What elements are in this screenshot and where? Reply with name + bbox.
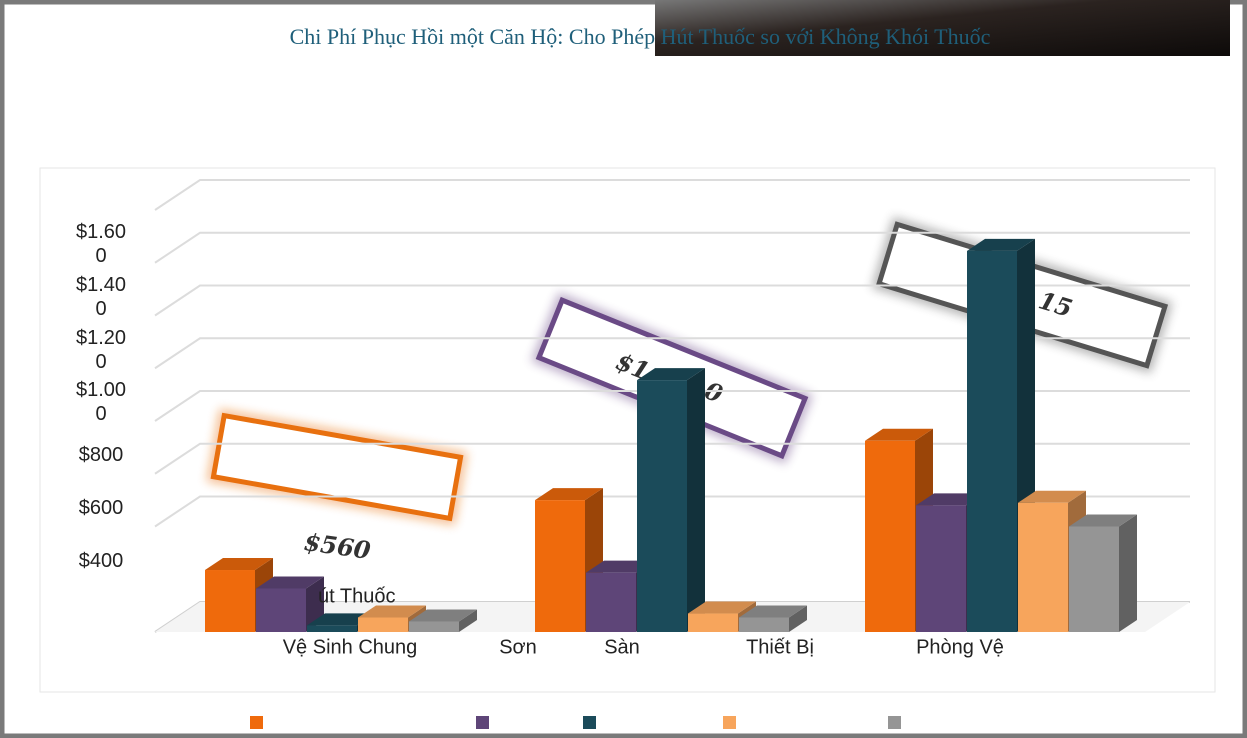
bar <box>409 621 459 632</box>
bar-side <box>687 368 705 632</box>
y-tick-label: $1.600 <box>75 221 127 267</box>
bar-top <box>739 605 807 618</box>
y-tick-label: $1.200 <box>75 326 127 373</box>
legend-swatch <box>250 716 263 729</box>
bar <box>307 625 357 632</box>
grid-line <box>154 390 1190 422</box>
bar <box>1018 502 1068 632</box>
x-tick-label: Thiết Bị <box>746 636 814 658</box>
grid-line <box>154 284 1190 317</box>
y-tick-label: $400 <box>78 549 124 572</box>
bar-side <box>1119 514 1137 632</box>
bar <box>205 570 255 632</box>
bar-side <box>459 609 477 632</box>
bar <box>256 588 306 632</box>
bar-top <box>865 428 933 441</box>
bar <box>865 440 915 632</box>
chart-title: Chi Phí Phục Hồi một Căn Hộ: Cho Phép Hú… <box>290 24 991 49</box>
bar-top <box>637 368 705 381</box>
x-tick-label: Phòng Vệ <box>916 636 1004 658</box>
bar-top <box>409 609 477 622</box>
box-border <box>210 412 464 522</box>
x-tick-label: Sàn <box>604 636 640 658</box>
bar-top <box>205 558 273 571</box>
grid-line <box>154 179 1190 211</box>
y-tick-label: $800 <box>78 444 124 466</box>
grid-line <box>154 442 1190 475</box>
legend-swatch <box>583 716 596 729</box>
legend-swatch <box>723 716 736 729</box>
x-tick-label: Vệ Sinh Chung <box>283 636 418 658</box>
y-tick-label: $1.400 <box>75 273 127 320</box>
bar <box>586 572 636 632</box>
bar-side <box>789 605 807 632</box>
y-tick-label: $1.000 <box>75 379 127 426</box>
bar <box>1069 526 1119 632</box>
x-tick-label: Sơn <box>499 636 537 658</box>
bar-top <box>967 238 1035 251</box>
legend-swatch <box>476 716 489 729</box>
category-label: út Thuốc <box>318 585 395 607</box>
bar-top <box>358 605 426 618</box>
bar-top <box>688 601 756 614</box>
bar-top <box>1018 490 1086 503</box>
legend-swatch <box>888 716 901 729</box>
bar <box>967 250 1017 632</box>
annotation-box <box>206 408 468 526</box>
photo <box>655 0 1230 56</box>
y-tick-label: $600 <box>78 496 124 519</box>
bar-top <box>1069 514 1137 527</box>
bar <box>535 500 585 632</box>
bar <box>637 380 687 632</box>
grid-line <box>154 231 1190 264</box>
bar <box>916 505 966 632</box>
bar <box>358 617 408 632</box>
bar-top <box>256 576 324 589</box>
grid-line <box>154 337 1190 370</box>
bar <box>688 613 738 632</box>
bar <box>739 617 789 632</box>
grid-line <box>154 495 1190 528</box>
bar-top <box>535 488 603 501</box>
